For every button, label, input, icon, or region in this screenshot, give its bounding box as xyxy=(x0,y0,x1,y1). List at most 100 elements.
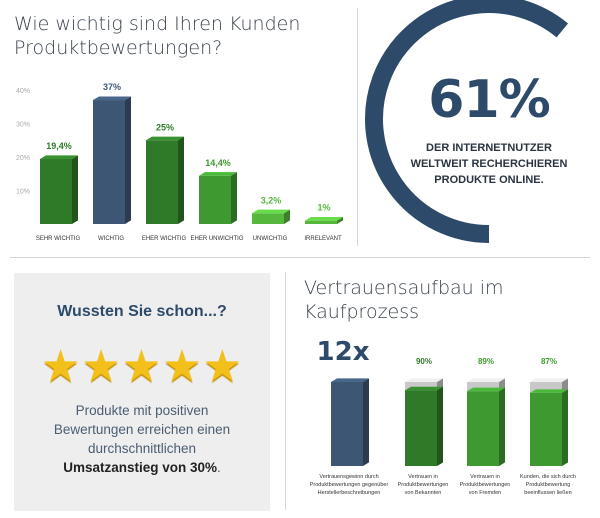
chart2-bar-top xyxy=(467,387,505,392)
chart1-bar-side xyxy=(125,96,131,224)
chart1-bar-top xyxy=(146,136,184,141)
chart2-category-label: Herstellerbeschreibungen xyxy=(318,490,381,496)
chart1-bar xyxy=(305,217,343,224)
big-percent: 61% xyxy=(428,70,550,130)
chart2-category-label: Kunden, die sich durch xyxy=(520,474,576,480)
chart1-bar-top xyxy=(199,172,237,176)
chart2-category-label: Vertrauen in xyxy=(470,474,500,480)
trust-bar-chart: 12x Vertrauensgewinn durch Produktbewertun… xyxy=(310,337,576,496)
chart2-category-label: Vertrauen in xyxy=(408,474,438,480)
chart2-category-label: Produktbewertungen xyxy=(398,482,449,488)
ring-arc xyxy=(365,0,569,243)
panel-text-highlight: Umsatzanstieg von 30% xyxy=(63,460,218,475)
chart2-bar-front xyxy=(467,391,499,466)
chart1-value-label: 3,2% xyxy=(261,195,282,205)
chart2-value-label: 87% xyxy=(541,357,557,366)
chart2-bar xyxy=(530,389,568,466)
chart2-value-label: 12x xyxy=(317,337,370,367)
chart1-bar xyxy=(252,209,290,224)
chart1-ytick: 20% xyxy=(16,155,30,162)
chart1-bar-side xyxy=(231,172,237,224)
info-panel: Wussten Sie schon...? ★★★★★ Produkte mit… xyxy=(14,273,270,511)
chart1-title: Wie wichtig sind Ihren Kunden Produktbew… xyxy=(14,12,300,60)
chart1-bar-side xyxy=(284,209,290,224)
percent-caption-line3: PRODUKTE ONLINE. xyxy=(434,174,544,186)
vertical-divider-top xyxy=(357,8,358,246)
chart2-bar-front xyxy=(331,382,363,466)
chart2-category-label: Vertrauensgewinn durch xyxy=(319,474,378,480)
percent-caption-line1: DER INTERNETNUTZER xyxy=(426,142,552,154)
chart2-category-label: beeinflussen ließen xyxy=(524,490,571,496)
chart2-bar-side xyxy=(437,386,443,466)
chart2-bar-top xyxy=(530,389,568,393)
chart1-bar-top xyxy=(40,155,78,160)
panel-text: Produkte mit positiven Bewertungen errei… xyxy=(24,401,260,477)
chart2-bar-top xyxy=(331,378,369,382)
percent-ring xyxy=(365,0,569,243)
chart1-bar xyxy=(93,96,131,224)
chart2-category-label: Produktbewertungen gegenüber xyxy=(310,482,389,488)
chart1-bar-front xyxy=(305,220,337,224)
chart1-value-label: 14,4% xyxy=(205,158,231,168)
chart2-title-line2: Kaufprozess xyxy=(304,301,420,323)
five-star-rating-icon: ★★★★★ xyxy=(40,342,244,391)
chart1-bar-side xyxy=(72,155,78,224)
chart1-bar-side xyxy=(337,217,343,224)
chart1-ytick: 30% xyxy=(16,122,30,129)
panel-text-line3: durchschnittlichen xyxy=(87,441,197,456)
chart2-bar-front xyxy=(405,390,437,466)
panel-text-line1: Produkte mit positiven xyxy=(75,403,209,418)
chart2-bar-remainder-top xyxy=(405,378,443,382)
chart1-bar-front xyxy=(252,213,284,224)
chart2-value-label: 89% xyxy=(478,357,494,366)
vertical-divider-bottom xyxy=(285,272,286,510)
chart1-category-label: IRRELEVANT xyxy=(304,236,342,242)
chart2-bar-side xyxy=(363,378,369,466)
chart1-bar xyxy=(40,155,78,224)
chart2-bar-front xyxy=(530,392,562,466)
chart2-bar-remainder-top xyxy=(530,378,568,382)
chart1-title-line1: Wie wichtig sind Ihren Kunden xyxy=(14,13,301,35)
chart1-title-line2: Produktbewertungen? xyxy=(14,37,223,59)
chart1-bar-front xyxy=(199,175,231,224)
chart1-bar xyxy=(199,172,237,224)
chart2-bar-top xyxy=(405,386,443,391)
chart2-bar xyxy=(405,386,443,466)
chart1-category-label: WICHTIG xyxy=(98,236,124,242)
chart2-category-label: von Fremden xyxy=(469,490,501,496)
chart1-bar-side xyxy=(178,136,184,224)
chart1-bar-front xyxy=(40,159,72,224)
chart1-bar-top xyxy=(305,217,343,221)
chart2-title: Vertrauensaufbau im Kaufprozess xyxy=(304,276,504,324)
chart1-category-label: SEHR WICHTIG xyxy=(36,236,81,242)
chart2-value-label: 90% xyxy=(416,357,432,366)
chart2-category-label: Produktbewertung xyxy=(526,482,571,488)
chart2-bar-remainder-top xyxy=(467,378,505,382)
importance-bar-chart: 10% 20% 30% 40% 19,4% SEHR WICHTIG 37% WICHTIG 2… xyxy=(16,82,343,242)
chart1-category-label: EHER WICHTIG xyxy=(142,236,187,242)
panel-heading: Wussten Sie schon...? xyxy=(57,303,227,320)
chart2-bar-side xyxy=(499,387,505,466)
chart2-bar-side xyxy=(562,389,568,466)
chart1-value-label: 25% xyxy=(156,122,174,132)
horizontal-divider xyxy=(10,257,590,258)
chart1-bar xyxy=(146,136,184,224)
panel-text-end: . xyxy=(217,460,221,475)
chart2-title-line1: Vertrauensaufbau im xyxy=(304,277,504,299)
chart1-bar-top xyxy=(93,96,131,101)
chart2-category-label: von Bekannten xyxy=(405,490,442,496)
chart1-ytick: 40% xyxy=(16,88,30,95)
panel-text-line2: Bewertungen erreichen einen xyxy=(53,422,231,437)
chart1-value-label: 37% xyxy=(103,82,121,92)
chart1-ytick: 10% xyxy=(16,189,30,196)
chart1-value-label: 1% xyxy=(317,203,330,213)
percent-caption-line2: WELTWEIT RECHERCHIEREN xyxy=(410,158,568,170)
percent-caption: DER INTERNETNUTZER WELTWEIT RECHERCHIERE… xyxy=(389,140,589,188)
chart1-bar-top xyxy=(252,209,290,214)
chart1-value-label: 19,4% xyxy=(46,141,72,151)
chart1-bar-front xyxy=(93,100,125,224)
chart2-category-label: Produktbewertungen xyxy=(460,482,511,488)
chart1-category-label: EHER UNWICHTIG xyxy=(191,236,244,242)
chart1-bar-front xyxy=(146,140,178,224)
chart2-bar xyxy=(331,378,369,466)
